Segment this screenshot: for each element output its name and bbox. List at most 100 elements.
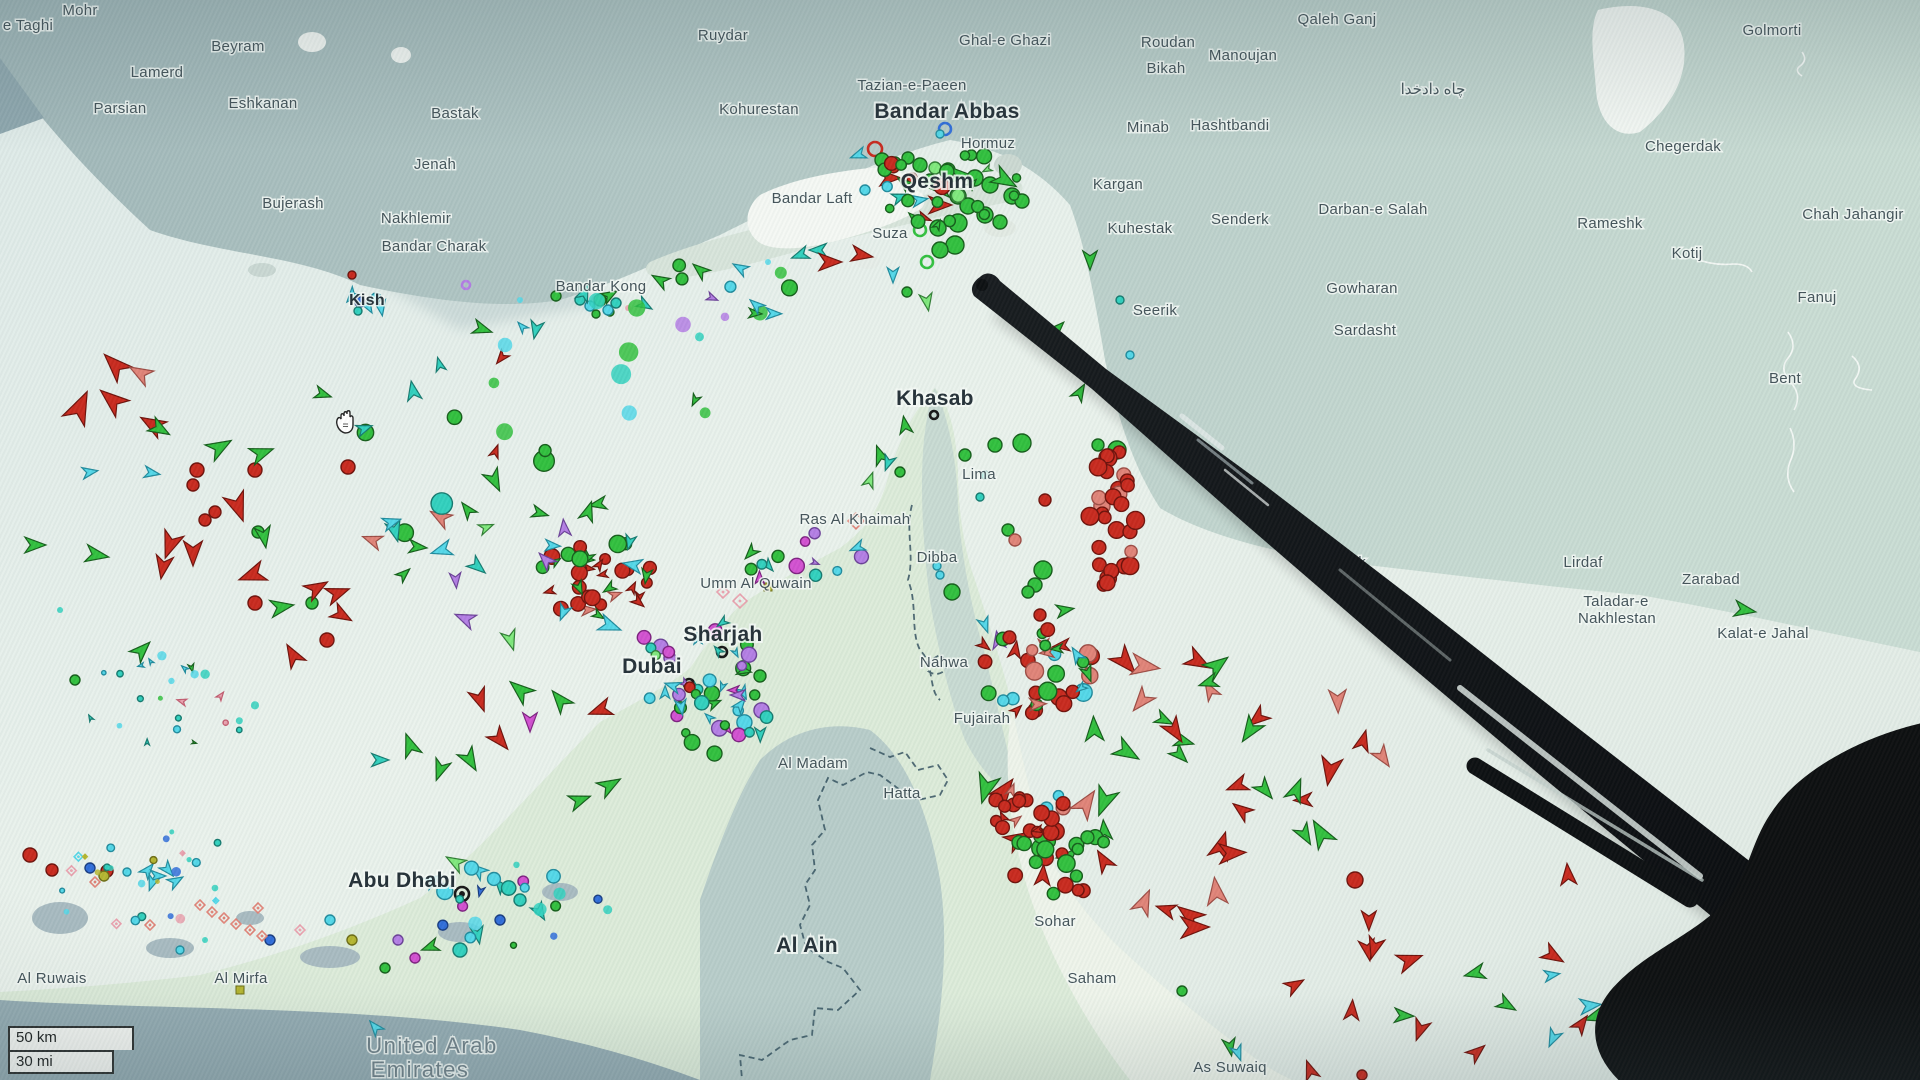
ship-marker[interactable] [59,887,66,894]
ship-marker[interactable] [254,526,273,550]
ship-marker[interactable] [88,875,102,889]
ship-marker[interactable] [255,929,269,943]
ship-marker[interactable] [81,853,89,861]
ship-marker[interactable] [513,861,520,868]
ship-marker[interactable] [122,867,132,877]
ship-marker[interactable] [1080,506,1100,526]
ship-marker[interactable] [1009,813,1023,827]
ship-marker[interactable] [169,829,175,835]
ship-marker[interactable] [730,690,745,701]
ship-marker[interactable] [971,199,985,214]
ship-marker[interactable] [1038,493,1052,507]
ship-marker[interactable] [550,900,562,912]
ship-marker[interactable] [919,293,935,312]
ship-marker[interactable] [980,685,997,702]
ship-marker[interactable] [87,714,94,722]
ship-marker[interactable] [69,674,81,686]
ship-marker[interactable] [1284,776,1308,804]
ship-marker[interactable] [188,664,196,673]
ship-marker[interactable] [919,254,935,270]
ship-marker[interactable] [880,454,896,472]
ship-marker[interactable] [649,270,670,290]
ship-marker[interactable] [683,733,701,751]
ship-marker[interactable] [645,642,657,654]
ship-marker[interactable] [1176,985,1188,997]
ship-marker[interactable] [695,332,704,342]
ship-marker[interactable] [1124,544,1138,559]
ship-marker[interactable] [329,603,355,627]
ship-marker[interactable] [1540,943,1568,969]
ship-marker[interactable] [586,698,614,722]
ship-marker[interactable] [720,312,730,322]
ship-marker[interactable] [1317,756,1343,787]
ship-marker[interactable] [859,184,871,196]
ship-marker[interactable] [702,673,717,688]
ship-marker[interactable] [608,588,623,601]
ship-marker[interactable] [1353,728,1373,752]
ship-marker[interactable] [1038,681,1058,701]
ship-marker[interactable] [553,887,566,900]
ship-marker[interactable] [452,607,477,629]
ship-marker[interactable] [1219,842,1247,863]
ship-marker[interactable] [57,607,63,613]
ship-marker[interactable] [937,121,953,137]
ship-marker[interactable] [216,690,226,701]
ship-marker[interactable] [799,536,811,547]
ship-marker[interactable] [175,945,185,955]
ship-marker[interactable] [374,300,388,317]
ship-marker[interactable] [675,316,691,333]
ship-marker[interactable] [935,129,945,139]
ship-marker[interactable] [992,214,1008,230]
ship-marker[interactable] [513,893,527,907]
ship-marker[interactable] [353,306,363,316]
ship-marker[interactable] [527,320,544,340]
ship-marker[interactable] [84,862,96,874]
ship-marker[interactable] [571,550,589,568]
ship-marker[interactable] [340,459,356,475]
ship-marker[interactable] [693,694,710,711]
ship-marker[interactable] [621,556,642,573]
ship-marker[interactable] [1091,438,1105,452]
ship-marker[interactable] [1356,1069,1368,1080]
ship-marker[interactable] [85,545,111,566]
ship-marker[interactable] [1055,695,1073,713]
ship-marker[interactable] [478,519,496,535]
ship-marker[interactable] [1056,876,1074,894]
ship-marker[interactable] [675,272,689,286]
ship-marker[interactable] [190,670,199,679]
ship-marker[interactable] [923,173,937,187]
ship-marker[interactable] [808,568,823,582]
ship-marker[interactable] [1010,702,1025,717]
ship-marker[interactable] [137,879,146,888]
ship-marker[interactable] [1293,793,1312,807]
ship-marker[interactable] [626,580,639,594]
ship-marker[interactable] [1071,883,1085,897]
ship-marker[interactable] [517,297,523,303]
ship-marker[interactable] [707,623,723,639]
ship-marker[interactable] [662,645,676,659]
ship-marker[interactable] [1243,705,1270,732]
ship-marker[interactable] [1084,716,1104,741]
ship-marker[interactable] [147,658,154,665]
ship-marker[interactable] [588,292,605,310]
ship-marker[interactable] [1283,974,1307,996]
ship-marker[interactable] [977,654,993,670]
ship-marker[interactable] [1154,710,1176,730]
ship-marker[interactable] [1021,585,1035,599]
ship-marker[interactable] [82,465,99,479]
ship-marker[interactable] [1047,664,1066,683]
ship-marker[interactable] [382,513,403,531]
ship-marker[interactable] [429,540,453,561]
ship-marker[interactable] [1069,869,1084,883]
ship-marker[interactable] [1181,916,1210,938]
ship-marker[interactable] [293,923,307,937]
ship-marker[interactable] [515,319,529,333]
ship-marker[interactable] [608,534,628,554]
ship-marker[interactable] [63,908,70,915]
ship-marker[interactable] [129,637,155,663]
ship-marker[interactable] [1016,835,1032,852]
ship-marker[interactable] [409,952,421,964]
ship-marker[interactable] [715,616,730,630]
ship-marker[interactable] [347,270,357,280]
ship-marker[interactable] [832,565,843,576]
